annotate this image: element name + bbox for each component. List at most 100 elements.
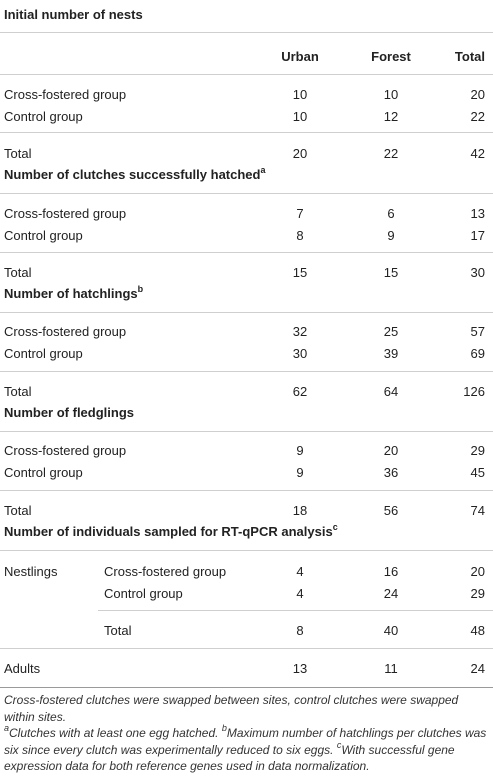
cell-urban: 4	[296, 586, 304, 601]
cell-urban: 32	[292, 324, 308, 339]
row-label: Cross-fostered group	[4, 443, 127, 458]
divider	[0, 32, 493, 33]
cell-forest: 9	[387, 228, 395, 243]
cell-total: 42	[470, 146, 485, 161]
table-row: Control group 30 39 69	[0, 342, 493, 365]
row-label: Cross-fostered group	[4, 206, 127, 221]
cell-total: 30	[470, 265, 485, 280]
cell-total: 22	[470, 109, 485, 124]
table-row: Cross-fostered group 9 20 29	[0, 439, 493, 462]
divider	[0, 431, 493, 432]
divider	[98, 610, 493, 611]
row-label: Control group	[104, 586, 183, 601]
cell-forest: 6	[387, 206, 395, 221]
cell-total: 74	[470, 503, 485, 518]
table-row: Control group 8 9 17	[0, 224, 493, 247]
divider	[0, 371, 493, 372]
row-label: Control group	[4, 346, 83, 361]
section-title-text: Number of fledglings	[4, 405, 134, 420]
total-row: Total 18 56 74	[0, 499, 493, 522]
cell-forest: 22	[383, 146, 399, 161]
cell-total: 69	[470, 346, 485, 361]
row-label: Cross-fostered group	[4, 87, 127, 102]
row-label: Total	[4, 503, 32, 518]
cell-urban: 7	[296, 206, 304, 221]
adults-row: Adults 13 11 24	[0, 657, 493, 680]
cell-urban: 10	[292, 87, 308, 102]
row-label: Cross-fostered group	[4, 324, 127, 339]
section-title: Number of individuals sampled for RT-qPC…	[0, 520, 493, 543]
column-header-urban: Urban	[281, 49, 319, 64]
section-title-text: Initial number of nests	[4, 7, 143, 22]
cell-forest: 64	[383, 384, 399, 399]
divider	[0, 648, 493, 649]
table-row: Cross-fostered group 10 10 20	[0, 83, 493, 106]
cell-forest: 24	[383, 586, 399, 601]
divider	[0, 490, 493, 491]
row-label: Total	[4, 384, 32, 399]
cell-total: 24	[470, 661, 485, 676]
row-label: Total	[4, 146, 32, 161]
cell-urban: 8	[296, 228, 304, 243]
section-title-text: Number of individuals sampled for RT-qPC…	[4, 522, 338, 540]
divider	[0, 193, 493, 194]
cell-urban: 18	[292, 503, 308, 518]
cell-forest: 16	[383, 564, 399, 579]
cell-urban: 9	[296, 443, 304, 458]
cell-total: 48	[470, 623, 485, 638]
divider	[0, 132, 493, 133]
cell-urban: 9	[296, 465, 304, 480]
cell-forest: 10	[383, 87, 399, 102]
total-row: Total 62 64 126	[0, 380, 493, 403]
table-row: Cross-fostered group 7 6 13	[0, 202, 493, 225]
column-header-row: Urban Forest Total	[0, 45, 493, 68]
cell-total: 29	[470, 586, 485, 601]
row-label: Total	[4, 265, 32, 280]
cell-total: 20	[470, 87, 485, 102]
total-row: Total 15 15 30	[0, 261, 493, 284]
cell-forest: 40	[383, 623, 399, 638]
section-title: Number of hatchlingsb	[0, 282, 493, 305]
cell-urban: 62	[292, 384, 308, 399]
section-title: Number of fledglings	[0, 401, 493, 424]
divider	[0, 74, 493, 75]
table-bottom-rule	[0, 687, 493, 688]
cell-total: 126	[463, 384, 485, 399]
cell-urban: 10	[292, 109, 308, 124]
cell-forest: 15	[383, 265, 399, 280]
total-row: Total 8 40 48	[0, 619, 493, 642]
total-row: Total 20 22 42	[0, 142, 493, 165]
divider	[0, 252, 493, 253]
table-row: Control group 4 24 29	[0, 582, 493, 605]
cell-forest: 20	[383, 443, 399, 458]
cell-total: 13	[470, 206, 485, 221]
row-label: Cross-fostered group	[104, 564, 227, 579]
cell-urban: 30	[292, 346, 308, 361]
cell-urban: 4	[296, 564, 304, 579]
cell-forest: 11	[384, 661, 398, 676]
divider	[0, 312, 493, 313]
section-title: Initial number of nests	[0, 3, 493, 26]
cell-urban: 20	[292, 146, 308, 161]
group-label: Nestlings	[4, 564, 58, 579]
cell-forest: 56	[383, 503, 399, 518]
column-header-total: Total	[454, 49, 485, 64]
table-footnote: Cross-fostered clutches were swapped bet…	[4, 693, 459, 724]
cell-urban: 13	[292, 661, 308, 676]
cell-forest: 25	[383, 324, 399, 339]
row-label: Control group	[4, 228, 83, 243]
table-row: Cross-fostered group 32 25 57	[0, 320, 493, 343]
cell-total: 17	[470, 228, 485, 243]
table-row: Control group 10 12 22	[0, 105, 493, 128]
section-title-text: Number of hatchlingsb	[4, 284, 144, 302]
divider	[0, 550, 493, 551]
cell-total: 45	[470, 465, 485, 480]
row-label: Total	[104, 623, 132, 638]
cell-total: 57	[470, 324, 485, 339]
section-title: Number of clutches successfully hatcheda	[0, 163, 493, 186]
cell-total: 20	[470, 564, 485, 579]
cell-urban: 15	[292, 265, 308, 280]
cell-forest: 36	[383, 465, 399, 480]
section-title-text: Number of clutches successfully hatcheda	[4, 165, 266, 183]
